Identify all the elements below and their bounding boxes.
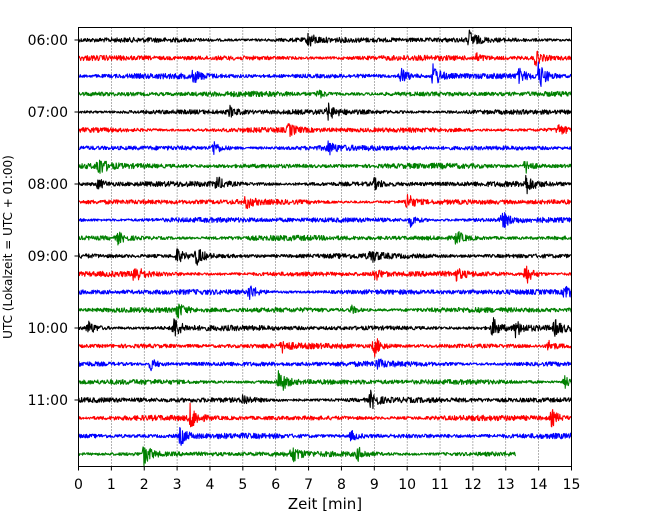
x-tick-label: 12 bbox=[464, 477, 482, 493]
trace-line bbox=[78, 212, 572, 228]
x-tick-label: 15 bbox=[563, 477, 581, 493]
trace-line bbox=[77, 338, 573, 358]
trace-group bbox=[77, 29, 573, 466]
trace-line bbox=[77, 358, 573, 372]
x-tick-label: 0 bbox=[74, 477, 83, 493]
plot-frame bbox=[78, 27, 572, 467]
vertical-gridlines bbox=[111, 27, 539, 467]
trace-line bbox=[77, 159, 572, 174]
x-tick-label: 1 bbox=[107, 477, 116, 493]
x-tick-label: 2 bbox=[140, 477, 149, 493]
trace-line bbox=[78, 446, 517, 466]
x-tick-label: 4 bbox=[206, 477, 215, 493]
trace-line bbox=[77, 389, 573, 410]
x-tick-label: 8 bbox=[337, 477, 346, 493]
x-tick-label: 3 bbox=[173, 477, 182, 493]
trace-line bbox=[77, 29, 572, 47]
trace-line bbox=[77, 61, 572, 88]
trace-line bbox=[77, 123, 572, 138]
trace-line bbox=[78, 102, 572, 121]
y-axis-title: UTC (Lokalzeit = UTC + 01:00) bbox=[1, 155, 15, 339]
x-axis-title: Zeit [min] bbox=[288, 495, 362, 513]
y-tick-label: 08:00 bbox=[28, 177, 68, 193]
trace-line bbox=[77, 248, 572, 266]
trace-line bbox=[77, 231, 573, 246]
x-axis: 0 1 2 3 4 5 6 7 8 9 10 11 12 13 14 15 bbox=[74, 466, 581, 493]
trace-line bbox=[77, 50, 573, 67]
trace-line bbox=[77, 193, 573, 210]
x-tick-label: 7 bbox=[304, 477, 313, 493]
y-tick-label: 09:00 bbox=[28, 249, 68, 265]
y-tick-label: 07:00 bbox=[28, 105, 68, 121]
x-tick-label: 14 bbox=[530, 477, 548, 493]
trace-line bbox=[77, 89, 573, 99]
trace-line bbox=[78, 285, 573, 301]
x-tick-label: 5 bbox=[238, 477, 247, 493]
y-tick-label: 06:00 bbox=[28, 33, 68, 49]
y-tick-label: 11:00 bbox=[28, 393, 68, 409]
trace-line bbox=[78, 174, 572, 195]
trace-line bbox=[78, 370, 573, 391]
trace-line bbox=[78, 140, 573, 156]
trace-line bbox=[77, 427, 573, 446]
trace-line bbox=[78, 402, 572, 428]
x-tick-label: 13 bbox=[497, 477, 515, 493]
x-tick-label: 10 bbox=[398, 477, 416, 493]
trace-line bbox=[77, 265, 572, 284]
x-tick-label: 11 bbox=[431, 477, 449, 493]
y-tick-label: 10:00 bbox=[28, 321, 68, 337]
y-axis: 06:00 07:00 08:00 09:00 10:00 11:00 bbox=[28, 33, 79, 409]
x-tick-label: 6 bbox=[271, 477, 280, 493]
trace-line bbox=[78, 303, 573, 319]
trace-line bbox=[78, 317, 573, 339]
x-tick-label: 9 bbox=[370, 477, 379, 493]
